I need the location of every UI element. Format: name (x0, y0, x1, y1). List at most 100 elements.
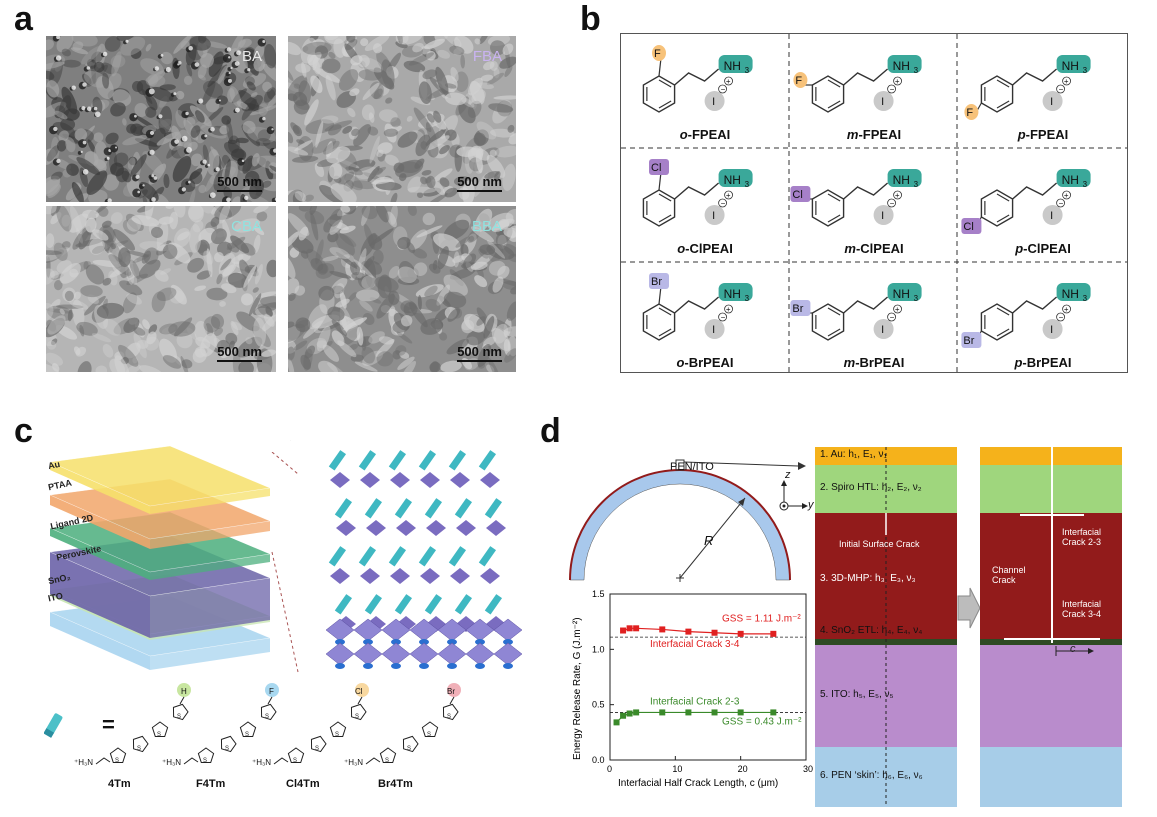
data-point (770, 630, 777, 637)
halogen-label: F (966, 107, 973, 119)
scale-bar: 500 nm (457, 344, 502, 362)
molecule-name: o-ClPEAI (677, 241, 733, 256)
y-tick-label: 1.0 (592, 644, 605, 654)
amine-label: NH (1062, 59, 1079, 73)
equals-sign: = (102, 712, 115, 737)
ligand-end-group: Br (447, 687, 455, 696)
zoom-lines (271, 452, 299, 673)
data-point (711, 709, 718, 716)
data-point (659, 626, 666, 633)
svg-text:S: S (385, 758, 389, 764)
x-tick-label: 20 (738, 764, 748, 774)
molecule-structure: NH 3 + I− Cl (642, 159, 753, 227)
molecule-name: p-BrPEAI (1014, 355, 1072, 370)
scale-bar: 500 nm (457, 174, 502, 192)
molecule-structure: NH 3 + I− F (793, 55, 922, 113)
plot-frame (609, 593, 807, 761)
amine-label: NH (893, 173, 910, 187)
molecule-cell: NH 3 + I − F m-FPEAI (790, 34, 958, 146)
film-layer-label: 1. Au: h₁, E₁, ν₁ (820, 449, 887, 460)
scale-bar-label: 500 nm (217, 174, 262, 189)
data-point (626, 710, 633, 717)
scale-bar: 500 nm (217, 174, 262, 192)
molecule-name: m-BrPEAI (843, 355, 905, 370)
zigzag-edge (980, 807, 1122, 817)
svg-text:−: − (1059, 199, 1064, 208)
x-tick-label: 10 (672, 764, 682, 774)
molecule-name: o-FPEAI (679, 127, 731, 142)
ligand-structure: S S S S H (95, 683, 191, 765)
x-tick-label: 30 (803, 764, 813, 774)
panel-label-a: a (14, 0, 33, 38)
y-tick-label: 0.5 (592, 700, 605, 710)
sem-texture (46, 36, 276, 202)
molecule-name: m-FPEAI (846, 127, 902, 142)
ligand-rod-icon (44, 713, 63, 738)
svg-text:+: + (726, 77, 731, 86)
channel-crack-label: Channel Crack (992, 565, 1026, 585)
svg-text:+: + (1064, 77, 1069, 86)
axis-y-label: y (808, 499, 814, 511)
interfacial-23-label: Interfacial Crack 2-3 (1062, 527, 1102, 547)
iodide-label: I (1050, 210, 1053, 222)
svg-text:−: − (721, 313, 726, 322)
svg-text:+: + (1064, 191, 1069, 200)
ligand-amine-label: ⁺H₃N (162, 758, 182, 767)
series-green-label: Interfacial Crack 2-3 (650, 697, 740, 708)
svg-text:−: − (890, 85, 895, 94)
halogen-label: Cl (963, 221, 973, 233)
data-point (770, 709, 777, 716)
amine-subscript: 3 (1083, 66, 1088, 75)
amine-subscript: 3 (914, 294, 919, 303)
data-point (659, 709, 666, 716)
data-point (685, 709, 692, 716)
ligand-structure: S S S S Cl (273, 683, 369, 765)
scale-bar-line (457, 360, 502, 362)
halogen-label: Cl (651, 162, 661, 174)
scale-bar-label: 500 nm (217, 344, 262, 359)
amine-subscript: 3 (745, 294, 750, 303)
film-layer-label: 4. SnO₂ ETL: h₄, E₄, ν₄ (820, 625, 923, 636)
svg-text:−: − (890, 199, 895, 208)
svg-text:−: − (890, 313, 895, 322)
sem-image: BA 500 nm (46, 36, 276, 202)
sem-sample-label: FBA (472, 48, 502, 65)
svg-text:S: S (177, 714, 181, 720)
svg-text:S: S (447, 714, 451, 720)
svg-text:−: − (721, 199, 726, 208)
initial-crack-label: Initial Surface Crack (839, 539, 920, 549)
svg-text:+: + (895, 77, 900, 86)
layer-stack-cracked: Interfacial Crack 2-3 Channel Crack Interf… (980, 447, 1122, 817)
molecule-name: o-BrPEAI (676, 355, 734, 370)
ligand-amine-label: ⁺H₃N (252, 758, 272, 767)
iodide-label: I (712, 96, 715, 108)
svg-text:S: S (265, 714, 269, 720)
molecule-name: p-ClPEAI (1015, 241, 1071, 256)
ligand-name: Br4Tm (378, 778, 413, 790)
layer-stack-initial: 1. Au: h₁, E₁, ν₁ 2. Spiro HTL: h₂, E₂, ν… (815, 447, 957, 817)
gss-green-label: GSS = 0.43 J.m⁻² (722, 717, 802, 728)
halogen-label: Br (651, 276, 662, 288)
amine-label: NH (724, 173, 741, 187)
crack-length-label: c (1070, 643, 1076, 655)
molecule-cell: NH 3 + I − Cl p-ClPEAI (959, 148, 1127, 260)
grid-dividers (621, 34, 1127, 372)
iodide-label: I (1050, 96, 1053, 108)
ligand-end-group: F (269, 687, 274, 696)
sem-sample-label: BBA (471, 218, 502, 235)
svg-text:S: S (335, 732, 339, 738)
sem-texture (46, 206, 276, 372)
x-axis-label: Interfacial Half Crack Length, c (μm) (618, 778, 778, 789)
molecule-name: p-FPEAI (1017, 127, 1069, 142)
svg-text:S: S (115, 758, 119, 764)
sem-texture (288, 36, 516, 202)
molecule-structure: NH 3 + I− Br (961, 283, 1091, 348)
film-layer-label: 6. PEN ‘skin’: h₆, E₆, ν₆ (820, 770, 923, 781)
scale-bar-line (217, 360, 262, 362)
data-point (633, 625, 640, 632)
data-point (737, 630, 744, 637)
ligand-end-group: H (181, 687, 187, 696)
film-layer (980, 747, 1122, 807)
device-layer (49, 445, 271, 507)
amine-subscript: 3 (1083, 180, 1088, 189)
